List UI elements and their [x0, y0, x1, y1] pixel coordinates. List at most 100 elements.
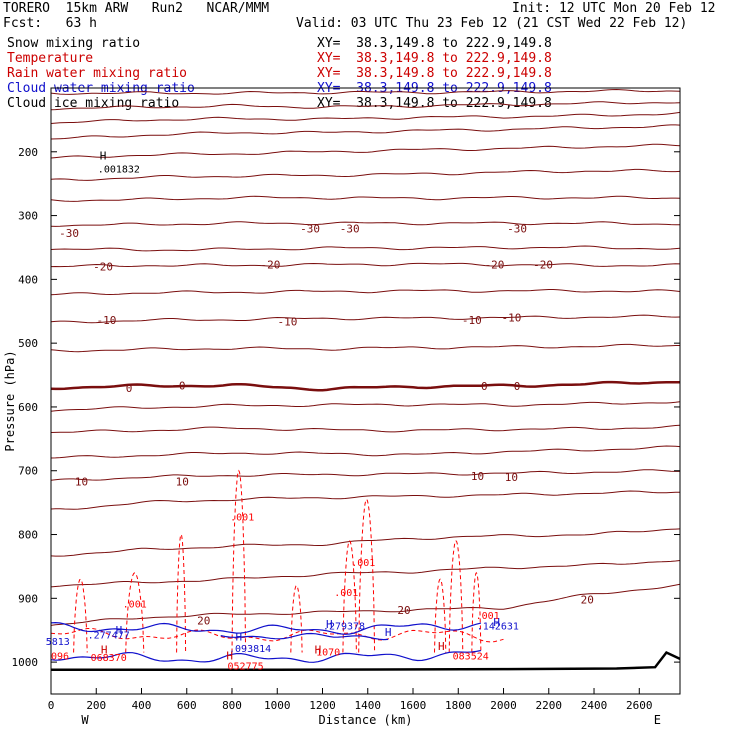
cloud-water-contour	[220, 632, 389, 641]
x-axis-label: Distance (km)	[319, 713, 413, 727]
rain-label: 1070	[316, 647, 340, 658]
rain-label: 052775	[228, 661, 264, 672]
rain-contour	[358, 498, 376, 653]
isotherm-line	[50, 289, 681, 296]
x-tick-label: 2200	[536, 699, 563, 712]
isotherm-line	[50, 528, 681, 557]
y-tick-label: 500	[18, 337, 38, 350]
y-tick-label: 700	[18, 465, 38, 478]
isotherm-label: -10	[278, 315, 298, 328]
isotherm-label: 0	[179, 379, 186, 392]
legend-rain-xy: XY= 38.3,149.8 to 222.9,149.8	[317, 66, 552, 81]
isotherm-label: 20	[581, 594, 594, 607]
maximum-marker: H	[385, 626, 392, 639]
snow-label: .001832	[98, 164, 140, 175]
y-axis-label: Pressure (hPa)	[3, 350, 17, 451]
model-title: TORERO 15km ARW Run2 NCAR/MMM	[3, 1, 270, 16]
rain-contour	[176, 533, 187, 653]
rain-label: .001	[476, 611, 500, 622]
isotherm-line	[50, 245, 681, 252]
maximum-marker: H	[100, 150, 107, 163]
rain-label: .001	[230, 513, 254, 524]
maximum-marker: H	[326, 618, 333, 631]
isotherm-label: 10	[176, 476, 189, 489]
x-tick-label: 0	[48, 699, 55, 712]
cloud-water-label: .279378	[323, 622, 365, 633]
zero-isotherm-line	[50, 380, 680, 392]
x-tick-label: 2400	[581, 699, 608, 712]
isotherm-line	[50, 168, 681, 181]
rain-label: 083524	[453, 652, 489, 663]
x-tick-label: 2000	[490, 699, 517, 712]
isotherm-line	[50, 343, 680, 353]
cloud-water-label: .093814	[229, 644, 271, 655]
isotherm-line	[50, 88, 681, 95]
rain-label: .001	[334, 588, 358, 599]
isotherm-label: -30	[59, 227, 79, 240]
isotherm-line	[50, 195, 681, 202]
isotherm-line	[50, 101, 681, 111]
isotherm-line	[50, 111, 681, 124]
y-tick-label: 400	[18, 273, 38, 286]
y-tick-label: 200	[18, 146, 38, 159]
isotherm-line	[50, 221, 680, 227]
rain-contour	[448, 540, 464, 653]
isotherm-label: -20	[485, 259, 505, 272]
x-tick-label: 1800	[445, 699, 472, 712]
rain-label: 068370	[91, 653, 127, 664]
rain-contour	[231, 469, 247, 653]
x-endpoint-east: E	[654, 713, 661, 727]
isotherm-label: 20	[397, 604, 410, 617]
isotherm-label: 0	[514, 380, 521, 393]
cloud-water-contour	[50, 649, 482, 663]
isotherm-line	[50, 469, 680, 481]
isotherm-line	[50, 445, 681, 459]
x-tick-label: 2600	[626, 699, 653, 712]
init-time: Init: 12 UTC Mon 20 Feb 12	[512, 1, 716, 16]
isotherm-line	[50, 424, 681, 433]
y-tick-label: 800	[18, 529, 38, 542]
isotherm-label: 20	[197, 615, 210, 628]
y-tick-label: 600	[18, 401, 38, 414]
plot-frame	[50, 87, 681, 695]
x-tick-label: 1200	[309, 699, 336, 712]
isotherm-line	[50, 560, 681, 588]
isotherm-line	[50, 262, 681, 268]
cloud-water-contour	[50, 621, 482, 635]
isotherm-label: 10	[505, 471, 518, 484]
isotherm-line	[50, 143, 681, 159]
x-tick-label: 200	[86, 699, 106, 712]
x-tick-label: 800	[222, 699, 242, 712]
legend-cloud-ice-label: Cloud ice mixing ratio	[7, 96, 180, 111]
legend-snow-xy: XY= 38.3,149.8 to 222.9,149.8	[317, 36, 552, 51]
rain-label: 096	[51, 652, 69, 663]
maximum-marker: H	[226, 650, 233, 663]
legend-temperature-label: Temperature	[7, 51, 94, 66]
isotherm-line	[50, 583, 681, 626]
isotherm-label: -30	[300, 222, 320, 235]
maximum-marker: H	[235, 631, 242, 644]
legend-temperature-xy: XY= 38.3,149.8 to 222.9,149.8	[317, 51, 552, 66]
isotherm-line	[50, 490, 681, 510]
rain-contour	[471, 571, 482, 653]
forecast-hour: Fcst: 63 h	[3, 16, 97, 31]
cloud-water-label: .277477	[88, 631, 130, 642]
isotherm-label: -20	[261, 259, 281, 272]
isotherm-label: -10	[501, 312, 521, 325]
y-tick-label: 1000	[12, 656, 39, 669]
isotherm-line	[50, 401, 681, 412]
x-tick-label: 400	[132, 699, 152, 712]
x-tick-label: 600	[177, 699, 197, 712]
isotherm-label: 10	[75, 476, 88, 489]
isotherm-label: -10	[96, 314, 116, 327]
cloud-water-label: 5813	[46, 637, 70, 648]
rain-contour	[342, 540, 357, 653]
rain-contour	[73, 578, 88, 653]
maximum-marker: H	[101, 643, 108, 656]
isotherm-label: -10	[462, 314, 482, 327]
rain-label: .001	[123, 599, 147, 610]
maximum-marker: H	[438, 640, 445, 653]
maximum-marker: H	[116, 624, 123, 637]
legend-cloud-ice-xy: XY= 38.3,149.8 to 222.9,149.8	[317, 96, 552, 111]
